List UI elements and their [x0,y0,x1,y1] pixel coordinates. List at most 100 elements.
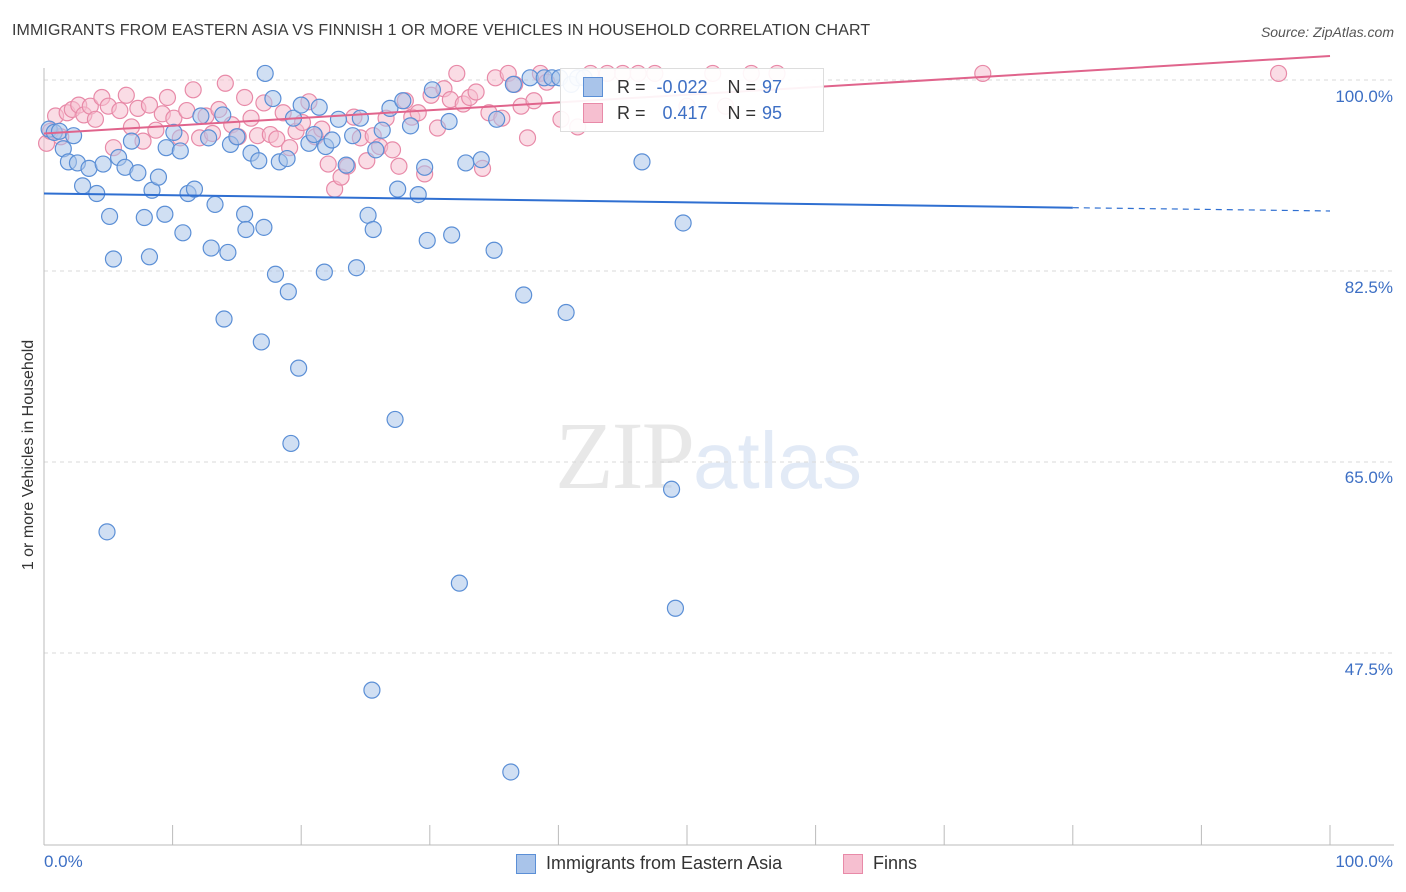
eastern-asia-point [290,359,308,377]
blue-legend-swatch [516,853,536,874]
finns-point [974,64,992,83]
eastern-asia-point [305,125,323,144]
y-tick-label: 65.0% [1344,468,1393,487]
eastern-asia-point [228,128,246,146]
eastern-asia-point [662,480,681,498]
watermark-atlas: atlas [693,416,862,505]
eastern-asia-point [264,89,282,108]
eastern-asia-point [104,250,123,268]
eastern-asia-point [351,109,369,127]
eastern-asia-point [440,112,458,131]
eastern-asia-point [266,265,285,283]
y-axis-label: 1 or more Vehicles in Household [20,339,37,571]
eastern-asia-point [237,220,255,239]
eastern-asia-point [149,168,168,186]
eastern-asia-point [674,214,692,232]
eastern-asia-point [174,224,192,242]
eastern-asia-point [122,132,141,150]
blue-swatch [583,77,603,97]
eastern-asia-point [98,523,116,541]
eastern-asia-point [488,110,506,128]
finns-point [236,88,254,107]
chart-title: IMMIGRANTS FROM EASTERN ASIA VS FINNISH … [12,22,871,39]
eastern-asia-point [192,107,210,125]
eastern-asia-point [80,159,98,178]
finns-point [147,121,165,139]
eastern-asia-point [423,81,441,99]
eastern-asia-point [206,195,224,214]
finns-point [111,101,129,120]
n-label: N = [727,76,757,97]
r-value-blue: -0.022 [656,76,708,97]
eastern-asia-point [504,75,522,93]
eastern-asia-point [135,208,153,227]
eastern-asia-point [347,259,366,277]
legend-item-finns[interactable]: Finns [843,853,917,874]
eastern-asia-point [100,207,119,226]
eastern-asia-point [363,681,381,699]
eastern-asia-point [73,177,92,195]
y-tick-label: 47.5% [1344,660,1393,679]
legend-label-finns: Finns [873,853,918,873]
n-value-pink: 95 [762,102,783,123]
eastern-asia-point [409,186,427,204]
eastern-asia-trend-line [43,192,1073,209]
eastern-asia-point [401,117,420,135]
y-tick-label: 82.5% [1344,278,1393,297]
finns-point [268,130,286,148]
eastern-asia-point [337,156,355,174]
eastern-asia-point [389,180,407,198]
finns-point [319,155,337,173]
finns-point [448,64,466,83]
finns-point [158,88,177,107]
eastern-asia-point [171,142,189,160]
eastern-asia-point [278,149,296,168]
eastern-asia-point [633,153,651,171]
eastern-asia-point [557,303,575,322]
n-value-blue: 97 [762,76,783,97]
r-value-pink: 0.417 [662,102,708,123]
eastern-asia-point [515,286,533,304]
eastern-asia-point [323,131,341,149]
eastern-asia-point [416,158,434,176]
finns-point [216,74,234,92]
finns-point [467,83,485,101]
finns-point [184,81,202,99]
eastern-asia-point [364,220,382,239]
grid-lines [44,79,1394,654]
finns-point [518,129,537,147]
eastern-asia-point [250,152,268,170]
eastern-asia-point [344,127,362,145]
eastern-asia-point [156,205,174,223]
eastern-asia-point [292,96,310,114]
legend-row-blue: R = -0.022 N = 97 [583,75,782,99]
legend-label-eastern-asia: Immigrants from Eastern Asia [546,853,783,873]
finns-point [525,92,543,110]
stats-legend: R = -0.022 N = 97 R = 0.417 N = 95 [560,68,824,132]
x-tick-label-start: 0.0% [44,852,83,871]
eastern-asia-point [443,226,461,244]
eastern-asia-point [666,599,685,617]
eastern-asia-point [457,154,475,172]
eastern-asia-point [94,155,112,173]
source-label: Source: ZipAtlas.com [1260,24,1394,40]
eastern-asia-point [255,218,273,236]
eastern-asia-point [157,139,175,157]
eastern-asia-point [215,310,233,328]
eastern-asia-point [502,763,520,781]
legend-item-eastern-asia[interactable]: Immigrants from Eastern Asia [516,853,782,874]
n-label: N = [727,102,757,123]
finns-point [1269,64,1288,83]
finns-point [242,109,260,127]
eastern-asia-point [252,333,270,351]
eastern-asia-point [329,110,348,128]
eastern-asia-point [394,92,412,110]
eastern-asia-point [219,243,237,262]
finns-point [409,104,427,122]
finns-point [117,86,135,104]
eastern-asia-point [129,164,147,182]
eastern-asia-point [236,205,254,223]
eastern-asia-point [64,127,83,145]
eastern-asia-point [282,434,300,453]
